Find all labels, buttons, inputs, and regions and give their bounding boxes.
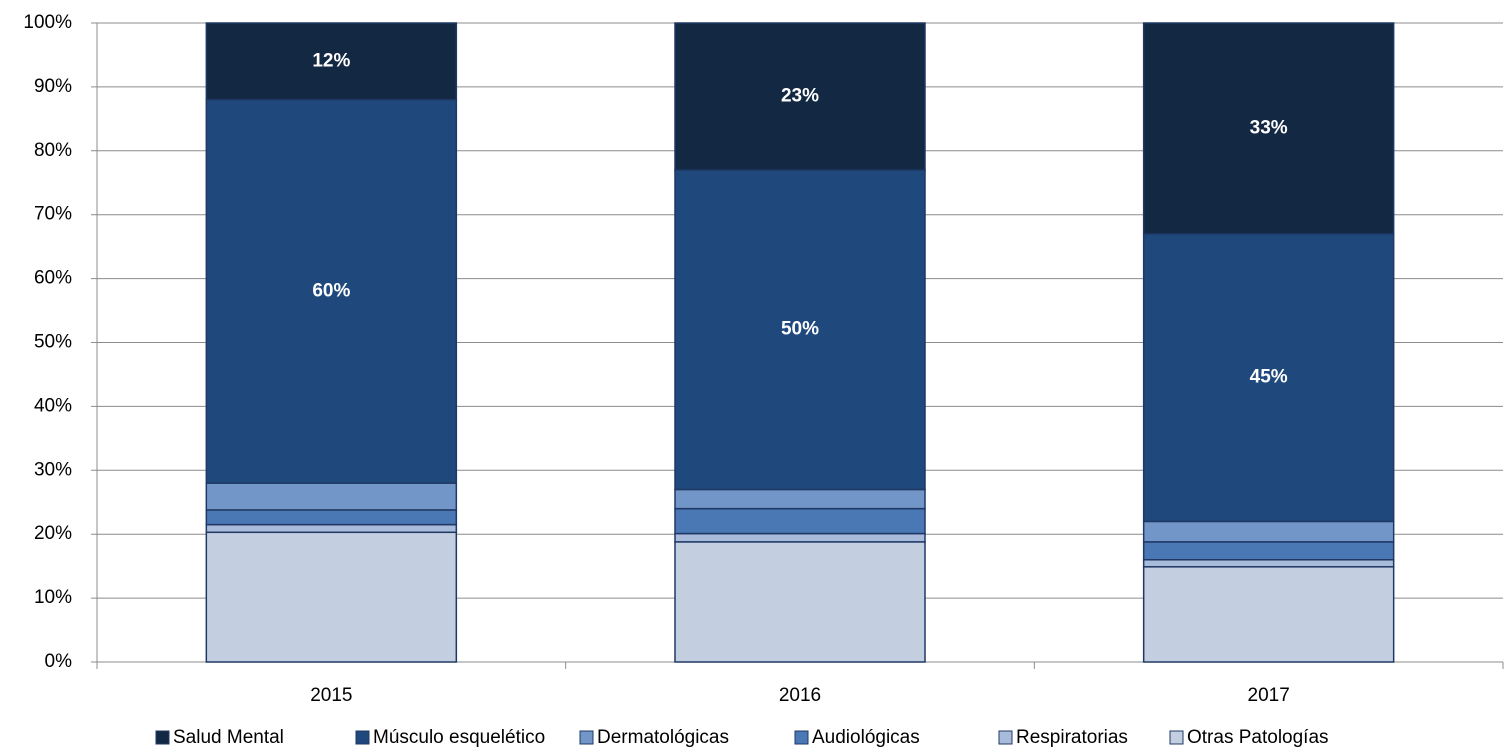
y-tick-label: 90% bbox=[34, 76, 72, 97]
legend-swatch bbox=[998, 730, 1013, 745]
y-tick-label: 80% bbox=[34, 140, 72, 161]
bar-segment bbox=[205, 22, 458, 101]
y-tick-label: 10% bbox=[34, 587, 72, 608]
data-label: 60% bbox=[312, 280, 350, 301]
y-tick-label: 100% bbox=[23, 12, 72, 33]
bar-segment bbox=[674, 169, 926, 491]
bar-segment bbox=[674, 507, 926, 535]
y-tick-label: 0% bbox=[45, 651, 73, 672]
y-tick-label: 60% bbox=[34, 268, 72, 289]
legend-label: Otras Patologías bbox=[1187, 727, 1329, 748]
bar-segment bbox=[205, 531, 458, 663]
bar-segment bbox=[205, 98, 458, 484]
bar-segment bbox=[205, 509, 458, 526]
x-tick-label: 2016 bbox=[779, 685, 821, 706]
bar-segment bbox=[1142, 233, 1395, 523]
x-tick-label: 2017 bbox=[1248, 685, 1290, 706]
data-label: 50% bbox=[781, 319, 819, 340]
bar-segment bbox=[1142, 559, 1395, 568]
data-label: 23% bbox=[781, 86, 819, 107]
data-label: 33% bbox=[1250, 117, 1288, 138]
bar-segment bbox=[1142, 22, 1395, 235]
legend-swatch bbox=[794, 730, 809, 745]
legend-label: Respiratorias bbox=[1016, 727, 1128, 748]
y-tick-label: 30% bbox=[34, 459, 72, 480]
y-tick-label: 70% bbox=[34, 204, 72, 225]
legend-swatch bbox=[355, 730, 370, 745]
y-tick-label: 50% bbox=[34, 332, 72, 353]
x-tick-label: 2015 bbox=[310, 685, 352, 706]
legend-swatch bbox=[155, 730, 170, 745]
bar-segment bbox=[1142, 541, 1395, 561]
data-label: 12% bbox=[312, 50, 350, 71]
bar-segment bbox=[674, 532, 926, 543]
legend-swatch bbox=[579, 730, 594, 745]
bar-segment bbox=[1142, 520, 1395, 543]
bar-segment bbox=[205, 482, 458, 511]
y-tick-label: 40% bbox=[34, 395, 72, 416]
legend-label: Músculo esquelético bbox=[373, 727, 545, 748]
legend-swatch bbox=[1169, 730, 1184, 745]
data-label: 45% bbox=[1250, 367, 1288, 388]
bar-segment bbox=[674, 22, 926, 171]
bar-segment bbox=[1142, 566, 1395, 663]
bar-segment bbox=[674, 541, 926, 663]
y-tick-label: 20% bbox=[34, 523, 72, 544]
legend-label: Audiológicas bbox=[812, 727, 920, 748]
legend-label: Salud Mental bbox=[173, 727, 284, 748]
bar-segment bbox=[205, 523, 458, 534]
legend-label: Dermatológicas bbox=[597, 727, 729, 748]
bar-segment bbox=[674, 488, 926, 510]
